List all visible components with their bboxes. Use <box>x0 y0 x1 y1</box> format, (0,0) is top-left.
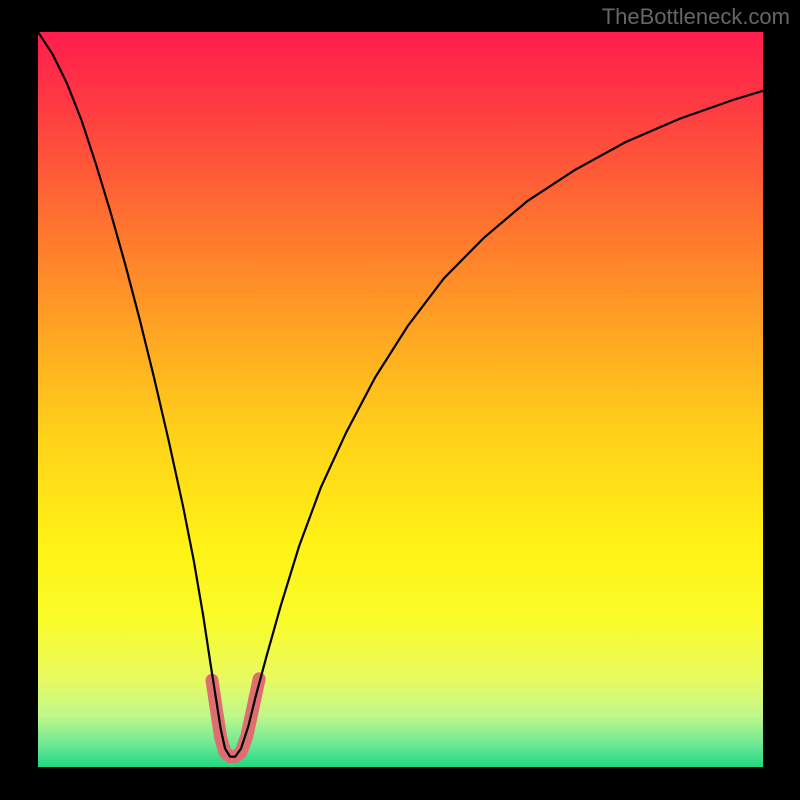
watermark-text: TheBottleneck.com <box>602 4 790 30</box>
chart-svg <box>38 32 763 767</box>
chart-area <box>38 32 763 767</box>
main-curve <box>38 32 763 757</box>
